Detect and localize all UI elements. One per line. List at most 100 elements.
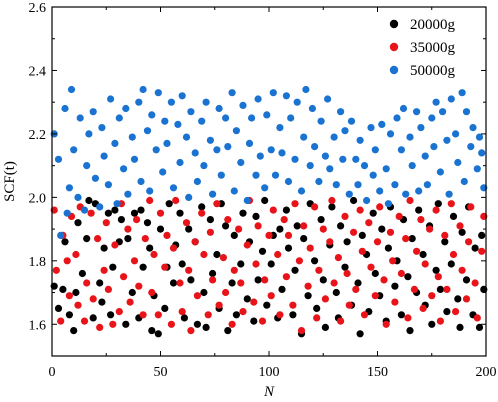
series-2-point xyxy=(176,158,184,167)
series-0-point xyxy=(391,282,399,290)
series-2-point xyxy=(122,104,130,113)
series-0-point xyxy=(61,238,69,246)
series-1-point xyxy=(386,228,395,236)
series-0-point xyxy=(237,260,245,268)
series-0-point xyxy=(98,298,106,306)
series-2-point xyxy=(232,127,240,135)
series-1-point xyxy=(200,250,208,259)
series-1-point xyxy=(367,263,375,271)
series-1-point xyxy=(389,257,397,265)
series-1-point xyxy=(222,288,230,297)
series-1-point xyxy=(187,327,195,335)
series-1-point xyxy=(96,323,104,331)
series-2-point xyxy=(278,149,286,157)
series-1-point xyxy=(267,292,275,300)
y-tick-label: 1.6 xyxy=(29,318,47,333)
series-2-point xyxy=(148,111,156,119)
series-0-point xyxy=(72,288,80,297)
series-2-point xyxy=(89,108,97,116)
series-0-point xyxy=(261,196,269,205)
series-2-point xyxy=(356,136,364,144)
series-0-point xyxy=(100,244,108,252)
series-1-point xyxy=(206,228,214,236)
series-0-point xyxy=(252,212,260,220)
series-1-point xyxy=(239,308,247,316)
series-0-point xyxy=(449,212,458,220)
series-0-point xyxy=(165,200,173,208)
y-tick-label: 1.8 xyxy=(29,255,47,270)
series-1-point xyxy=(265,231,273,239)
series-0-point xyxy=(369,209,377,217)
series-2-point xyxy=(408,162,416,170)
series-1-point xyxy=(295,257,303,265)
series-2-point xyxy=(187,108,195,116)
series-0-point xyxy=(59,285,67,293)
series-2-point xyxy=(475,133,484,141)
series-0-point xyxy=(187,276,195,284)
series-1-point xyxy=(413,247,421,255)
series-1-point xyxy=(191,238,199,246)
series-0-point xyxy=(258,247,267,255)
series-0-point xyxy=(143,219,152,227)
series-2-point xyxy=(315,177,323,186)
series-1-point xyxy=(345,301,353,309)
series-0-point xyxy=(169,279,178,287)
series-2-point xyxy=(384,200,392,208)
series-1-point xyxy=(473,314,481,322)
series-1-point xyxy=(198,209,206,217)
series-2-point xyxy=(252,171,260,179)
series-1-point xyxy=(135,282,143,290)
series-2-point xyxy=(67,85,76,94)
series-1-point xyxy=(471,279,479,287)
series-1-point xyxy=(382,320,390,328)
series-1-point xyxy=(109,320,117,328)
series-2-point xyxy=(154,89,162,97)
legend: 20000g 35000g 50000g xyxy=(389,17,456,79)
series-1-point xyxy=(150,250,158,259)
series-1-point xyxy=(478,247,486,255)
series-0-point xyxy=(128,288,136,297)
series-2-point xyxy=(146,187,154,195)
series-0-point xyxy=(228,279,236,287)
series-0-point xyxy=(263,301,271,309)
series-1-point xyxy=(74,301,82,309)
series-2-point xyxy=(237,158,245,167)
series-1-point xyxy=(65,292,73,300)
series-2-point xyxy=(224,143,232,151)
series-1-point xyxy=(261,276,269,284)
series-0-point xyxy=(415,206,423,214)
legend-marker-1 xyxy=(389,42,399,52)
series-2-point xyxy=(458,89,466,97)
series-1-point xyxy=(115,308,123,316)
series-1-point xyxy=(83,279,91,287)
series-2-point xyxy=(415,187,423,195)
series-0-point xyxy=(74,219,82,227)
series-0-point xyxy=(154,330,162,338)
series-1-point xyxy=(315,266,323,274)
series-2-point xyxy=(332,181,340,189)
series-2-point xyxy=(330,133,338,141)
series-2-point xyxy=(159,168,167,176)
series-1-point xyxy=(373,238,382,246)
series-2-point xyxy=(57,231,65,239)
series-2-point xyxy=(206,136,214,144)
series-1-point xyxy=(63,257,71,265)
series-0-point xyxy=(419,250,427,259)
series-2-point xyxy=(200,162,208,170)
series-2-point xyxy=(178,92,186,100)
series-2-point xyxy=(113,200,121,208)
series-1-point xyxy=(141,235,149,243)
series-1-point xyxy=(395,212,403,220)
series-2-point xyxy=(104,181,112,189)
series-0-point xyxy=(222,222,230,230)
series-1-point xyxy=(163,231,171,239)
series-0-point xyxy=(122,320,130,328)
series-2-point xyxy=(243,196,251,205)
series-1-point xyxy=(350,228,358,236)
series-0-point xyxy=(443,308,451,316)
series-2-point xyxy=(263,111,271,119)
series-0-point xyxy=(471,244,479,252)
series-0-point xyxy=(198,203,206,211)
series-0-point xyxy=(343,238,351,246)
series-1-point xyxy=(304,282,312,290)
